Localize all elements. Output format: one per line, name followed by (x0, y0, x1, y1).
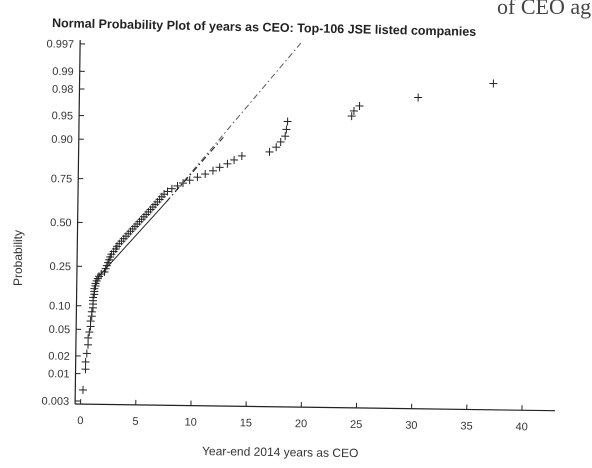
plot-area: 0.003 0.01 0.02 0.05 0.10 0.25 0.50 0.75 0.90 0.9… (42, 38, 556, 433)
data-point (215, 163, 224, 172)
x-ticks: 0 5 10 15 20 25 30 35 40 (77, 399, 528, 433)
x-tick-label: 15 (240, 417, 252, 429)
data-point (276, 137, 285, 146)
chart-title: Normal Probability Plot of years as CEO:… (52, 16, 476, 39)
fit-line-extrapolation (165, 42, 302, 203)
data-point (78, 385, 88, 394)
y-tick-label: 0.25 (49, 261, 71, 273)
data-point (265, 147, 274, 156)
data-point (237, 151, 246, 160)
y-tick-label: 0.95 (52, 110, 74, 122)
data-point (272, 143, 281, 152)
data-point (167, 184, 176, 193)
data-point (163, 187, 172, 196)
data-point (414, 93, 423, 102)
data-point (84, 340, 93, 349)
data-point (86, 317, 95, 326)
data-point (347, 112, 356, 121)
y-ticks: 0.003 0.01 0.02 0.05 0.10 0.25 0.50 0.75 0.90 0.9… (42, 38, 86, 408)
fit-line-extrapolation-upper (165, 136, 224, 203)
data-point (82, 349, 91, 358)
data-points (78, 79, 498, 394)
fit-line (97, 201, 167, 278)
x-tick-label: 10 (184, 417, 196, 429)
data-point (489, 79, 498, 88)
x-tick-label: 35 (460, 420, 472, 432)
data-point (185, 176, 194, 185)
x-tick-label: 5 (132, 416, 138, 428)
x-axis-line (75, 403, 556, 412)
y-tick-label: 0.01 (48, 368, 70, 380)
y-axis-label: Probability (11, 230, 25, 286)
data-point (282, 125, 291, 134)
y-tick-label: 0.997 (46, 38, 74, 50)
data-point (230, 155, 239, 164)
data-point (85, 328, 94, 337)
data-point (193, 173, 202, 182)
reference-lines (97, 42, 302, 278)
y-tick-label: 0.05 (49, 324, 71, 336)
data-point (87, 307, 96, 316)
data-point (179, 179, 188, 188)
x-tick-label: 30 (405, 420, 417, 432)
y-tick-label: 0.90 (51, 134, 73, 146)
data-point (100, 267, 109, 276)
cropped-page-heading: of CEO age a (497, 0, 592, 19)
x-tick-label: 20 (295, 418, 307, 430)
y-tick-label: 0.98 (52, 84, 74, 96)
data-point (208, 166, 217, 175)
y-tick-label: 0.99 (52, 66, 74, 78)
data-point (283, 117, 292, 126)
x-axis-label: Year-end 2014 years as CEO (202, 444, 359, 460)
data-point (281, 132, 290, 141)
data-point (349, 106, 358, 115)
y-tick-label: 0.10 (49, 300, 71, 312)
x-tick-label: 40 (515, 421, 527, 433)
data-point (223, 159, 232, 168)
y-tick-label: 0.75 (51, 173, 73, 185)
data-point (201, 170, 210, 179)
y-tick-label: 0.02 (48, 350, 70, 362)
data-point (173, 181, 182, 190)
y-tick-label: 0.003 (42, 396, 70, 408)
data-point (81, 365, 90, 374)
data-point (81, 357, 90, 366)
x-tick-label: 25 (350, 419, 362, 431)
data-point (84, 333, 93, 342)
data-point (355, 101, 364, 110)
x-tick-label: 0 (77, 415, 83, 427)
y-tick-label: 0.50 (50, 217, 72, 229)
